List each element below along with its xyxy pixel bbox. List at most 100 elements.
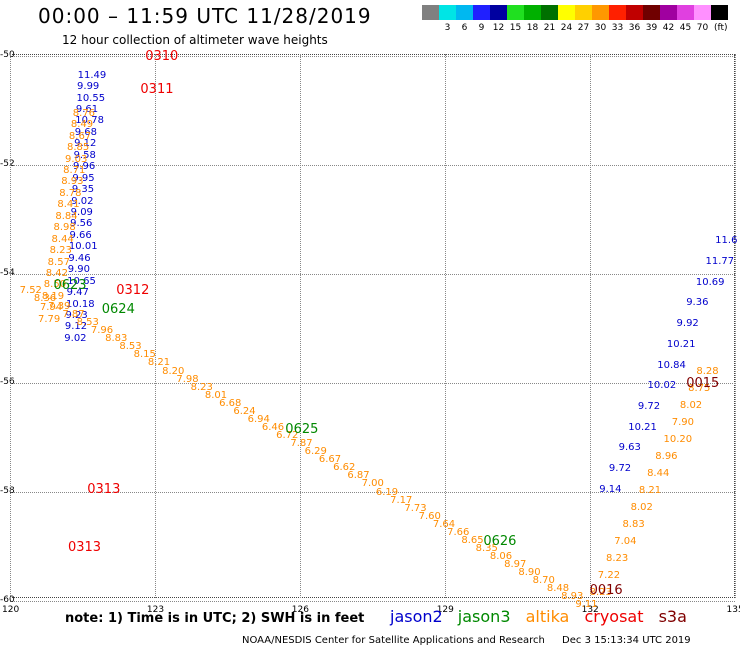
wave-height-observation: 7.00 xyxy=(361,478,384,490)
wave-height-observation: 8.35 xyxy=(475,543,498,554)
wave-height-observation: 8.02 xyxy=(679,400,703,412)
wave-height-observation: 8.71 xyxy=(63,165,86,176)
wave-height-observation: 8.23 xyxy=(49,245,72,257)
wave-height-observation: 8.98 xyxy=(53,222,76,234)
legend-swatch-label: 3 xyxy=(444,23,451,33)
wave-height-observation: 9.90 xyxy=(67,264,91,276)
wave-height-observation: 7.87 xyxy=(290,438,313,450)
wave-height-observation: 7.04 xyxy=(614,536,637,548)
satellite-legend: jason2 jason3 altika cryosat s3a xyxy=(390,607,697,626)
wave-height-observation: 8.96 xyxy=(655,451,678,463)
wave-height-observation: 9.09 xyxy=(70,206,93,218)
wave-height-observation: 10.84 xyxy=(657,359,686,371)
wave-height-observation: 10.65 xyxy=(67,275,96,287)
legend-cryosat: cryosat xyxy=(584,607,644,626)
legend-swatch xyxy=(694,5,711,20)
satellite-pass-label: 0016 xyxy=(589,583,623,599)
wave-height-observation: 8.06 xyxy=(489,551,513,563)
lat-tick-label: -50 xyxy=(0,50,15,60)
legend-swatch xyxy=(456,5,473,20)
wave-height-observation: 7.79 xyxy=(38,313,61,325)
wave-height-observation: 11.77 xyxy=(705,256,735,267)
wave-height-observation: 8.21 xyxy=(147,357,171,369)
wave-height-observation: 8.70 xyxy=(532,575,555,587)
satellite-pass-label: 0310 xyxy=(145,49,179,64)
wave-height-observation: 6.72 xyxy=(276,430,299,442)
wave-height-observation: 6.24 xyxy=(233,405,256,417)
wave-height-observation: 11.49 xyxy=(77,69,107,81)
lon-tick-label: 132 xyxy=(581,605,599,615)
wave-height-observation: 9.61 xyxy=(75,103,99,115)
wave-height-observation: 8.41 xyxy=(57,199,80,211)
legend-swatch-label: 21 xyxy=(543,23,556,33)
wave-height-observation: 8.97 xyxy=(504,559,527,571)
wave-height-observation: 7.17 xyxy=(390,494,413,506)
legend-swatch-label: 39 xyxy=(645,23,658,33)
lon-tick-label: 120 xyxy=(2,605,20,615)
legend-unit: (ft) xyxy=(714,23,728,33)
footer-timestamp: Dec 3 15:13:34 UTC 2019 xyxy=(562,635,691,646)
wave-height-observation: 8.93 xyxy=(61,176,84,188)
wave-height-observation: 6.62 xyxy=(333,462,356,474)
legend-swatch xyxy=(541,5,558,20)
wave-height-observation: 7.87 xyxy=(62,309,85,321)
wave-height-observation: 7.52 xyxy=(19,284,42,296)
wave-height-observation: 9.11 xyxy=(575,599,598,611)
wave-height-observation: 9.56 xyxy=(70,218,93,230)
lat-gridline xyxy=(10,492,735,493)
lat-gridline xyxy=(10,165,735,166)
wave-height-observation: 8.53 xyxy=(76,317,99,329)
legend-swatch xyxy=(473,5,490,20)
wave-height-observation: 10.02 xyxy=(647,380,677,392)
wave-height-observation: 9.66 xyxy=(69,229,92,241)
satellite-pass-label: 0624 xyxy=(101,302,135,318)
wave-height-observation: 9.14 xyxy=(599,483,622,495)
legend-swatch xyxy=(575,5,592,20)
wave-height-observation: 9.99 xyxy=(77,81,100,93)
satellite-pass-label: 0625 xyxy=(285,422,319,438)
legend-swatch xyxy=(643,5,660,20)
legend-s3a: s3a xyxy=(658,607,687,626)
wave-height-observation: 7.73 xyxy=(404,502,427,514)
wave-height-observation: 8.83 xyxy=(622,519,645,531)
wave-height-observation: 7.60 xyxy=(418,510,441,522)
legend-swatch-label: 9 xyxy=(478,23,485,33)
legend-swatch xyxy=(558,5,575,20)
wave-height-observation: 8.44 xyxy=(647,468,670,480)
wave-height-observation: 8.75 xyxy=(688,383,711,395)
lon-tick-label: 135 xyxy=(726,605,740,615)
legend-swatch-label: 15 xyxy=(509,23,522,33)
lat-tick-label: -54 xyxy=(0,268,15,278)
satellite-pass-label: 0015 xyxy=(686,376,720,391)
wave-height-observation: 8.23 xyxy=(606,553,629,565)
lat-gridline xyxy=(10,274,735,275)
legend-swatch xyxy=(439,5,456,20)
legend-swatch-label: 36 xyxy=(628,23,641,33)
wave-height-observation: 8.23 xyxy=(589,587,612,599)
wave-height-observation: 10.69 xyxy=(695,276,725,288)
wave-height-observation: 8.48 xyxy=(546,583,570,595)
wave-height-observation: 8.57 xyxy=(47,256,70,268)
wave-height-observation: 8.67 xyxy=(68,130,92,142)
legend-swatch-label: 12 xyxy=(492,23,505,33)
wave-height-observation: 11.6 xyxy=(715,235,738,247)
legend-swatch xyxy=(660,5,677,20)
legend-swatch-label: 42 xyxy=(662,23,675,33)
wave-height-observation: 6.94 xyxy=(247,413,270,425)
legend-swatch-label: 33 xyxy=(611,23,624,33)
legend-swatch xyxy=(626,5,643,20)
wave-height-observation: 8.84 xyxy=(55,210,78,222)
wave-height-observation: 8.36 xyxy=(33,292,57,304)
satellite-pass-label: 0626 xyxy=(483,534,517,550)
wave-height-observation: 9.12 xyxy=(64,321,88,333)
wave-height-observation: 9.36 xyxy=(686,297,709,309)
wave-height-observation: 8.02 xyxy=(630,502,653,514)
wave-height-observation: 8.15 xyxy=(133,349,156,361)
wave-height-observation: 6.29 xyxy=(304,446,327,458)
wave-height-observation: 10.55 xyxy=(76,92,106,104)
satellite-pass-label: 0623 xyxy=(53,277,87,293)
wave-height-observation: 8.44 xyxy=(51,233,74,245)
wave-height-observation: 8.83 xyxy=(105,333,128,345)
wave-height-observation: 8.19 xyxy=(41,290,65,302)
wave-height-observation: 9.58 xyxy=(73,149,96,161)
